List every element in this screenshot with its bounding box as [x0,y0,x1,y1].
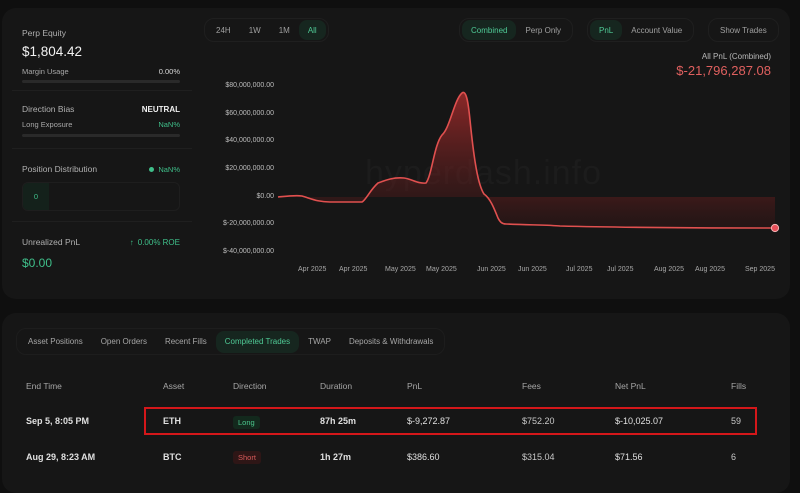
tab-twap[interactable]: TWAP [308,337,331,346]
x-tick: Sep 2025 [745,266,775,273]
row-highlight-box [144,407,757,435]
unrealized-pnl-section: Unrealized PnL ↑ 0.00% ROE $0.00 [22,237,180,270]
show-trades-wrapper: Show Trades [708,18,779,42]
tab-asset-positions[interactable]: Asset Positions [28,337,83,346]
position-distribution-value: NaN% [158,164,180,174]
long-exposure-label: Long Exposure [22,120,73,129]
x-tick: May 2025 [385,266,416,273]
time-range-24h[interactable]: 24H [216,25,231,35]
direction-bias-label: Direction Bias [22,104,75,114]
position-distribution-section: Position Distribution NaN% 0 [22,164,180,211]
cell-pnl: $-9,272.87 [407,416,451,426]
trades-tabs: Asset Positions Open Orders Recent Fills… [16,328,446,355]
column-header-asset[interactable]: Asset [163,381,185,391]
position-distribution-bar: 0 [22,182,180,211]
mode-combined[interactable]: Combined [462,20,517,40]
cell-net-pnl: $-10,025.07 [615,416,664,426]
column-header-net-pnl[interactable]: Net PnL [615,381,646,391]
cell-duration: 1h 27m [320,452,352,462]
direction-bias-value: NEUTRAL [141,104,180,114]
time-range-selector: 24H 1W 1M All [204,18,329,42]
cell-end-time: Aug 29, 8:23 AM [26,452,96,462]
column-header-fills[interactable]: Fills [731,381,747,391]
tab-open-orders[interactable]: Open Orders [100,337,147,346]
mode-perp-only[interactable]: Perp Only [525,25,562,35]
y-tick: $-40,000,000.00 [223,248,274,255]
column-header-duration[interactable]: Duration [320,381,353,391]
positive-area [278,92,486,202]
y-tick: $80,000,000.00 [225,82,274,89]
roe-value: 0.00% ROE [137,237,180,247]
margin-usage-bar [22,80,180,83]
y-tick: $-20,000,000.00 [223,220,274,227]
trades-card [2,313,790,493]
column-header-end-time[interactable]: End Time [26,381,62,391]
direction-badge-long: Long [233,416,260,429]
margin-usage-label: Margin Usage [22,67,69,76]
cell-net-pnl: $71.56 [615,452,643,462]
metric-account-value[interactable]: Account Value [631,25,683,35]
cell-asset: ETH [163,416,181,426]
pnl-area-chart [277,91,780,233]
long-exposure-bar [22,134,180,137]
mode-selector: Combined Perp Only [459,18,574,42]
cell-fills: 6 [731,452,737,462]
time-range-1w[interactable]: 1W [248,25,261,35]
unrealized-pnl-value: $0.00 [22,256,53,270]
y-tick: $20,000,000.00 [225,165,274,172]
chart-header-value: $-21,796,287.08 [676,63,771,78]
x-tick: Apr 2025 [339,266,368,273]
x-tick: Aug 2025 [695,266,725,273]
y-tick: $60,000,000.00 [225,110,274,117]
position-count-segment: 0 [23,183,49,210]
cell-fees: $752.20 [522,416,555,426]
time-range-all[interactable]: All [298,20,326,40]
x-tick: May 2025 [426,266,457,273]
y-tick: $40,000,000.00 [225,137,274,144]
direction-bias-section: Direction Bias NEUTRAL Long Exposure NaN… [22,104,180,137]
x-tick: Apr 2025 [298,266,327,273]
arrow-up-icon: ↑ [129,237,134,247]
x-tick: Jun 2025 [477,266,506,273]
cell-asset: BTC [163,452,182,462]
perp-equity-section: Perp Equity $1,804.42 Margin Usage 0.00% [22,28,180,83]
cell-pnl: $386.60 [407,452,440,462]
x-tick: Aug 2025 [654,266,684,273]
cell-duration: 87h 25m [320,416,357,426]
margin-usage-value: 0.00% [158,67,180,76]
pnl-line [277,91,776,229]
metric-pnl[interactable]: PnL [590,20,623,40]
divider [12,90,192,91]
divider [12,148,192,149]
metric-selector: PnL Account Value [587,18,695,42]
cell-end-time: Sep 5, 8:05 PM [26,416,90,426]
column-header-direction[interactable]: Direction [233,381,267,391]
chart-header-label: All PnL (Combined) [701,52,771,61]
perp-equity-label: Perp Equity [22,28,66,38]
perp-equity-value: $1,804.42 [22,44,83,59]
unrealized-pnl-label: Unrealized PnL [22,237,81,247]
x-tick: Jun 2025 [518,266,547,273]
negative-area [486,197,775,228]
y-tick: $0.00 [256,193,274,200]
long-exposure-value: NaN% [158,120,180,129]
direction-badge-short: Short [233,451,261,464]
time-range-1m[interactable]: 1M [278,25,290,35]
last-point-marker[interactable] [770,223,780,233]
divider [12,221,192,222]
portfolio-overview-card [2,8,790,299]
cell-fees: $315.04 [522,452,555,462]
column-header-fees[interactable]: Fees [522,381,541,391]
x-tick: Jul 2025 [566,266,593,273]
show-trades-button[interactable]: Show Trades [720,25,767,35]
position-distribution-label: Position Distribution [22,164,98,174]
tab-deposits-withdrawals[interactable]: Deposits & Withdrawals [348,337,434,346]
x-tick: Jul 2025 [607,266,634,273]
column-header-pnl[interactable]: PnL [407,381,423,391]
status-dot-icon [149,166,155,172]
tab-recent-fills[interactable]: Recent Fills [164,337,207,346]
tab-completed-trades[interactable]: Completed Trades [215,330,300,353]
cell-fills: 59 [731,416,742,426]
